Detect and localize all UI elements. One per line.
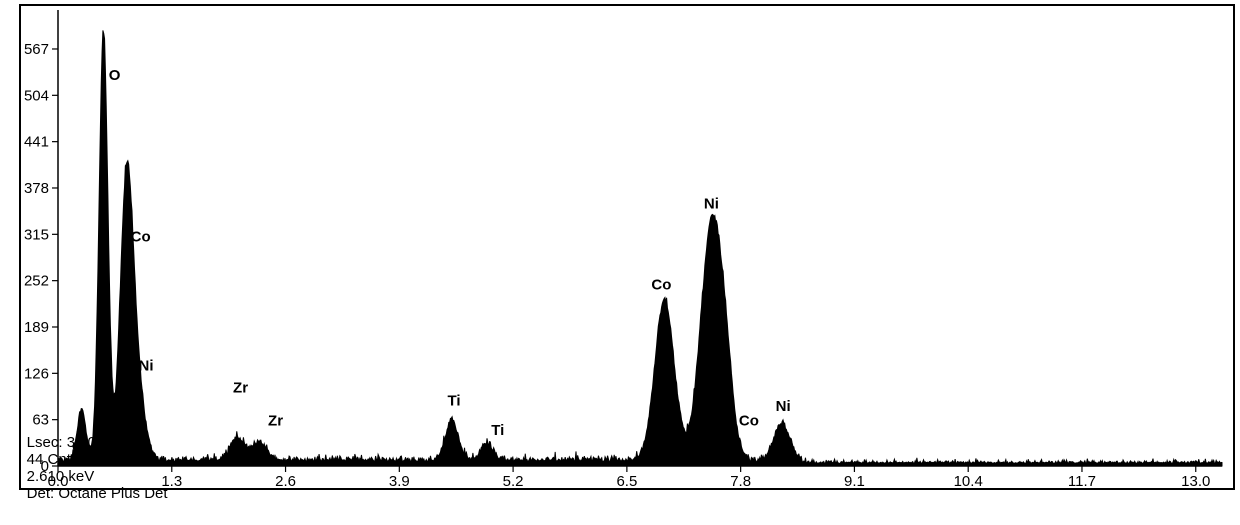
- peak-label: Co: [651, 276, 671, 293]
- x-tick-label: 7.8: [730, 473, 751, 490]
- peak-label: Ni: [139, 357, 154, 374]
- spectrum-series: [58, 30, 1222, 466]
- y-tick-label: 252: [24, 273, 49, 290]
- footer-cnts: 44 Cnts: [27, 451, 79, 468]
- x-tick-label: 11.7: [1068, 473, 1096, 490]
- x-tick-label: 13.0: [1181, 473, 1210, 490]
- footer-lsec: Lsec: 30.0: [27, 434, 96, 451]
- y-tick-label: 378: [24, 180, 49, 197]
- peak-label: Co: [131, 229, 151, 246]
- peak-label: Ni: [704, 196, 719, 213]
- x-tick-label: 6.5: [616, 473, 637, 490]
- footer-energy: 2.610 keV: [27, 468, 95, 485]
- x-tick-label: 10.4: [954, 473, 983, 490]
- x-tick-label: 9.1: [844, 473, 865, 490]
- peak-label: Ti: [447, 393, 460, 410]
- footer-det: Det: Octane Plus Det: [27, 485, 168, 502]
- footer-info: Lsec: 30.0 44 Cnts 2.610 keV Det: Octane…: [10, 417, 204, 519]
- y-tick-label: 126: [24, 365, 49, 382]
- x-tick-label: 3.9: [389, 473, 410, 490]
- y-tick-label: 189: [24, 319, 49, 336]
- peak-label: Ti: [491, 422, 504, 439]
- peak-label: Ni: [776, 398, 791, 415]
- y-tick-label: 315: [24, 226, 49, 243]
- y-tick-label: 441: [24, 134, 49, 151]
- peak-label: O: [109, 67, 121, 84]
- peak-label: Zr: [233, 379, 248, 396]
- y-tick-label: 567: [24, 41, 49, 58]
- peak-label: Zr: [268, 413, 283, 430]
- x-tick-label: 5.2: [503, 473, 524, 490]
- x-tick-label: 2.6: [275, 473, 296, 490]
- peak-label: Co: [739, 413, 759, 430]
- y-tick-label: 504: [24, 87, 49, 104]
- spectrum-container: 0631261892523153784415045670.01.32.63.95…: [0, 0, 1240, 525]
